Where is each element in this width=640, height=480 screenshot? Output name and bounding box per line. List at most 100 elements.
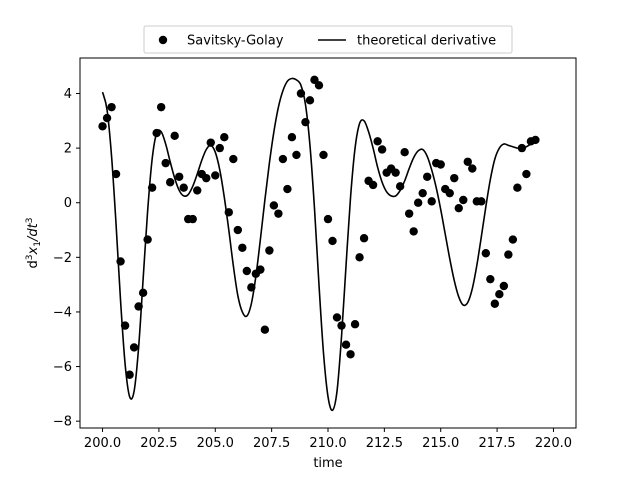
savitsky-golay-point <box>436 160 445 169</box>
savitsky-golay-point <box>287 132 297 142</box>
savitsky-golay-point <box>305 96 315 105</box>
savitsky-golay-point <box>486 274 495 284</box>
legend: Savitsky-Golay theoretical derivative <box>143 25 513 54</box>
savitsky-golay-point <box>256 265 265 274</box>
y-tick-label: −8 <box>53 415 72 430</box>
savitsky-golay-point <box>427 197 436 206</box>
savitsky-golay-point <box>359 234 369 243</box>
savitsky-golay-point <box>242 266 252 276</box>
savitsky-golay-point <box>247 283 256 292</box>
savitsky-golay-point <box>193 186 202 195</box>
savitsky-golay-point <box>111 169 121 179</box>
savitsky-golay-point <box>481 249 491 258</box>
savitsky-golay-point <box>98 122 107 131</box>
savitsky-golay-point <box>395 182 405 191</box>
plot-frame <box>79 57 577 429</box>
savitsky-golay-point <box>211 171 220 180</box>
savitsky-golay-point <box>265 246 274 255</box>
savitsky-golay-point <box>125 370 134 379</box>
y-tick-label: −6 <box>53 360 72 375</box>
x-tick-label: 215.0 <box>422 436 459 451</box>
savitsky-golay-point <box>120 321 130 330</box>
y-axis-label: d3x1/dt3 <box>25 218 43 269</box>
savitsky-golay-point <box>260 325 270 334</box>
savitsky-golay-point <box>368 180 378 190</box>
savitsky-golay-point <box>404 209 414 218</box>
x-tick-label: 200.0 <box>84 436 121 451</box>
savitsky-golay-point <box>468 164 477 173</box>
plot-area <box>80 58 576 428</box>
savitsky-golay-point <box>296 89 306 98</box>
legend-marker-scatter <box>158 35 168 45</box>
savitsky-golay-point <box>224 208 233 217</box>
savitsky-golay-point <box>292 150 301 160</box>
savitsky-golay-point <box>143 235 152 244</box>
savitsky-golay-point <box>274 209 283 218</box>
x-tick-label: 207.5 <box>253 436 290 451</box>
theoretical-derivative-line <box>101 77 536 412</box>
savitsky-golay-point <box>238 243 247 252</box>
savitsky-golay-point <box>445 188 454 198</box>
savitsky-golay-point <box>233 225 243 235</box>
savitsky-golay-point <box>332 313 342 322</box>
x-tick-label: 220.0 <box>535 436 572 451</box>
x-tick-label: 210.0 <box>309 436 346 451</box>
savitsky-golay-point <box>129 343 139 352</box>
savitsky-golay-point <box>450 173 459 183</box>
savitsky-golay-point <box>346 350 355 359</box>
savitsky-golay-point <box>508 235 518 244</box>
savitsky-golay-point <box>377 145 387 154</box>
savitsky-golay-point <box>175 172 184 181</box>
savitsky-golay-point <box>328 236 337 246</box>
x-tick-label: 217.5 <box>478 436 515 451</box>
savitsky-golay-point <box>391 168 400 177</box>
savitsky-golay-point <box>215 143 224 153</box>
y-tick-label: 0 <box>64 196 72 211</box>
savitsky-golay-point <box>138 288 148 298</box>
savitsky-golay-point <box>373 137 382 146</box>
savitsky-golay-point <box>463 157 472 166</box>
savitsky-golay-point <box>301 117 310 127</box>
savitsky-golay-point <box>513 183 522 192</box>
savitsky-golay-point <box>350 320 360 329</box>
savitsky-golay-point <box>504 250 513 259</box>
x-tick-label: 205.0 <box>197 436 234 451</box>
savitsky-golay-point <box>188 214 197 224</box>
savitsky-golay-point <box>156 102 166 112</box>
savitsky-golay-point <box>531 135 540 145</box>
savitsky-golay-point <box>341 340 351 349</box>
y-tick-label: −2 <box>53 251 72 266</box>
savitsky-golay-point <box>283 184 292 194</box>
savitsky-golay-point <box>337 321 346 330</box>
savitsky-golay-point <box>107 102 116 112</box>
savitsky-golay-point <box>165 178 175 187</box>
savitsky-golay-point <box>409 227 418 236</box>
savitsky-golay-point <box>116 257 125 266</box>
savitsky-golay-point <box>413 198 423 207</box>
x-axis-label: time <box>313 456 342 471</box>
savitsky-golay-point <box>400 148 409 157</box>
savitsky-golay-point <box>319 150 328 160</box>
legend-label-line: theoretical derivative <box>357 34 496 49</box>
savitsky-golay-point <box>220 132 229 142</box>
savitsky-golay-point <box>323 214 333 224</box>
savitsky-golay-point <box>355 253 364 262</box>
y-tick-label: 2 <box>64 142 72 157</box>
savitsky-golay-point <box>490 299 500 308</box>
savitsky-golay-point <box>517 143 527 153</box>
savitsky-golay-point <box>147 183 157 192</box>
axis-ticks: 200.0 202.5 205.0 207.5 210.0 212.5 215.0 217.5… <box>53 87 572 451</box>
savitsky-golay-point <box>522 169 531 179</box>
savitsky-golay-point <box>206 138 215 147</box>
scatter-series-layer <box>98 75 540 379</box>
savitsky-golay-point <box>229 154 238 164</box>
savitsky-golay-point <box>459 195 468 205</box>
savitsky-golay-point <box>170 131 179 141</box>
savitsky-golay-point <box>477 197 486 206</box>
savitsky-golay-point <box>269 201 279 210</box>
savitsky-golay-point <box>454 203 463 213</box>
savitsky-golay-point <box>499 281 509 291</box>
x-tick-label: 202.5 <box>140 436 177 451</box>
savitsky-golay-point <box>134 302 143 311</box>
